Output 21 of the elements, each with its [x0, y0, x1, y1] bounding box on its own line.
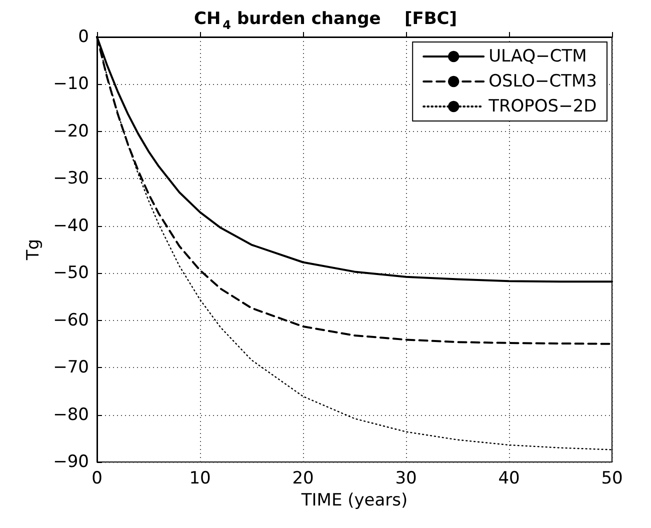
x-tick-label: 10	[189, 468, 211, 488]
y-axis-title: Tg	[24, 238, 44, 262]
x-tick-label: 20	[292, 468, 314, 488]
x-tick-label: 0	[92, 468, 102, 488]
x-tick-label: 40	[498, 468, 520, 488]
y-tick-label: −50	[53, 263, 89, 284]
y-tick-label: −70	[53, 358, 89, 378]
x-axis-title: TIME (years)	[300, 490, 408, 510]
legend-label: OSLO−CTM3	[488, 72, 598, 92]
y-tick-label: 0	[78, 27, 89, 47]
legend-label: ULAQ−CTM	[488, 46, 587, 66]
y-tick-label: −90	[53, 452, 89, 472]
y-tick-label: −40	[53, 216, 89, 236]
x-tick-label: 30	[395, 468, 417, 488]
x-tick-label: 50	[601, 468, 623, 488]
y-tick-label: −80	[53, 404, 89, 425]
y-tick-label: −10	[53, 74, 89, 94]
y-tick-label: −30	[53, 168, 89, 189]
y-tick-label: −60	[53, 310, 89, 330]
legend-label: TROPOS−2D	[488, 96, 597, 116]
y-tick-label: −20	[53, 121, 89, 142]
